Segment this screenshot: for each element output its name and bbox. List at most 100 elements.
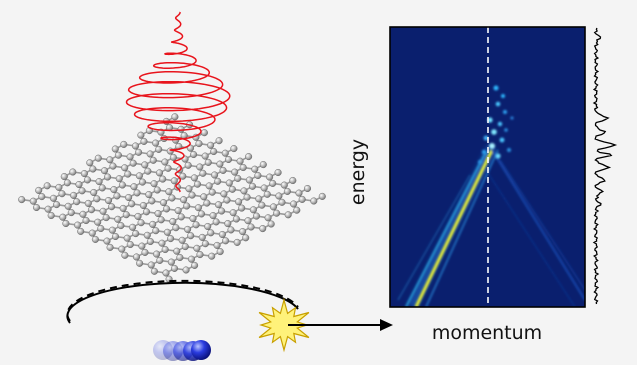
lattice-atom [230, 145, 238, 153]
lattice-atom [177, 213, 185, 221]
lattice-atom [117, 222, 125, 230]
lattice-atom [108, 226, 116, 234]
lattice-atom [318, 192, 326, 200]
lattice-atom [196, 163, 204, 171]
band-far-left [397, 174, 471, 301]
band-speckle [478, 160, 482, 164]
lattice-atom [102, 214, 110, 222]
lattice-atom [164, 164, 172, 172]
lattice-atom [87, 206, 96, 214]
lattice-atom [111, 145, 119, 153]
lattice-atom [178, 236, 186, 244]
lattice-atom [251, 165, 259, 173]
lattice-atom [258, 201, 266, 209]
lattice-atom [225, 179, 233, 187]
lattice-atom [184, 225, 192, 233]
lattice-atom [159, 175, 167, 183]
lattice-atom [266, 173, 274, 181]
lattice-atom [106, 156, 114, 164]
lattice-atom [209, 212, 217, 220]
lattice-atom [111, 232, 120, 241]
lattice-atom [235, 198, 243, 206]
lattice-atom [150, 180, 158, 188]
lattice-atom [260, 184, 268, 192]
lattice-atom [29, 197, 37, 205]
lattice-atom [137, 219, 145, 227]
lattice-atom [194, 204, 202, 212]
band-speckle [504, 128, 508, 132]
lattice-atom [169, 217, 177, 226]
lattice-atom [210, 147, 218, 156]
lattice-atom [167, 235, 175, 243]
lattice-atom [172, 224, 180, 232]
lattice-atom [139, 201, 147, 210]
lattice-atom [155, 169, 164, 177]
band-mirror-2 [499, 159, 585, 291]
lattice-atom [44, 205, 52, 213]
lattice-atom [137, 131, 145, 139]
map-frame [389, 26, 586, 308]
lattice-atom [135, 172, 143, 180]
lattice-atom [153, 186, 161, 194]
y-axis-label: energy [347, 138, 369, 206]
lattice-atom [165, 188, 173, 196]
lattice-atom [124, 170, 132, 178]
lattice-atom [197, 210, 206, 218]
lattice-atom [18, 196, 26, 204]
lattice-atom [167, 258, 175, 266]
lattice-atom [204, 222, 212, 231]
lattice-atom [249, 206, 257, 214]
lattice-atom [152, 139, 160, 147]
lattice-atom [198, 233, 206, 241]
lattice-atom [80, 170, 88, 178]
lattice-atom [121, 251, 129, 259]
lattice-atom [138, 178, 147, 186]
lattice-atom [248, 182, 257, 190]
lattice-atom [188, 191, 196, 199]
band-speckle [493, 85, 499, 91]
lattice-atom [215, 137, 223, 145]
lattice-atom [179, 172, 187, 180]
lattice-atom [88, 229, 96, 237]
lattice-atom [144, 167, 152, 175]
lattice-atom [259, 225, 267, 233]
lattice-atom [118, 181, 126, 189]
lattice-atom [138, 242, 146, 250]
lattice-atom [100, 167, 109, 175]
lattice-atom [275, 192, 283, 200]
lattice-atom [208, 188, 216, 196]
energy-momentum-map [389, 26, 586, 308]
dispersion-bands [397, 149, 585, 307]
lattice-atom [128, 200, 136, 208]
lattice-atom [145, 191, 153, 199]
lattice-atom [295, 189, 303, 197]
lattice-atom [171, 113, 179, 121]
lattice-atom [149, 156, 157, 164]
lattice-atom [303, 184, 312, 193]
lattice-atom [218, 230, 226, 239]
lattice-atom [212, 218, 220, 226]
band-main [414, 149, 494, 307]
lattice-atom [267, 220, 275, 228]
lattice-atom [182, 266, 190, 274]
lattice-atom [154, 209, 162, 218]
lattice-atom [153, 250, 161, 258]
band-speckle [507, 148, 511, 152]
lattice-atom [255, 195, 263, 203]
collision-star-icon [258, 297, 310, 353]
lattice-atom [252, 212, 261, 220]
lattice-atom [82, 216, 90, 225]
lattice-atom [98, 184, 106, 192]
lattice-atom [129, 223, 137, 231]
lattice-atom [114, 151, 122, 159]
band-speckle [501, 94, 505, 98]
lattice-atom [231, 168, 239, 176]
lattice-atom [278, 198, 286, 206]
lattice-atom [74, 221, 82, 229]
lattice-atom [190, 150, 198, 159]
lattice-atom [216, 248, 224, 256]
lattice-atom [222, 237, 230, 245]
lattice-atom [78, 187, 86, 195]
lattice-atom [199, 169, 207, 177]
